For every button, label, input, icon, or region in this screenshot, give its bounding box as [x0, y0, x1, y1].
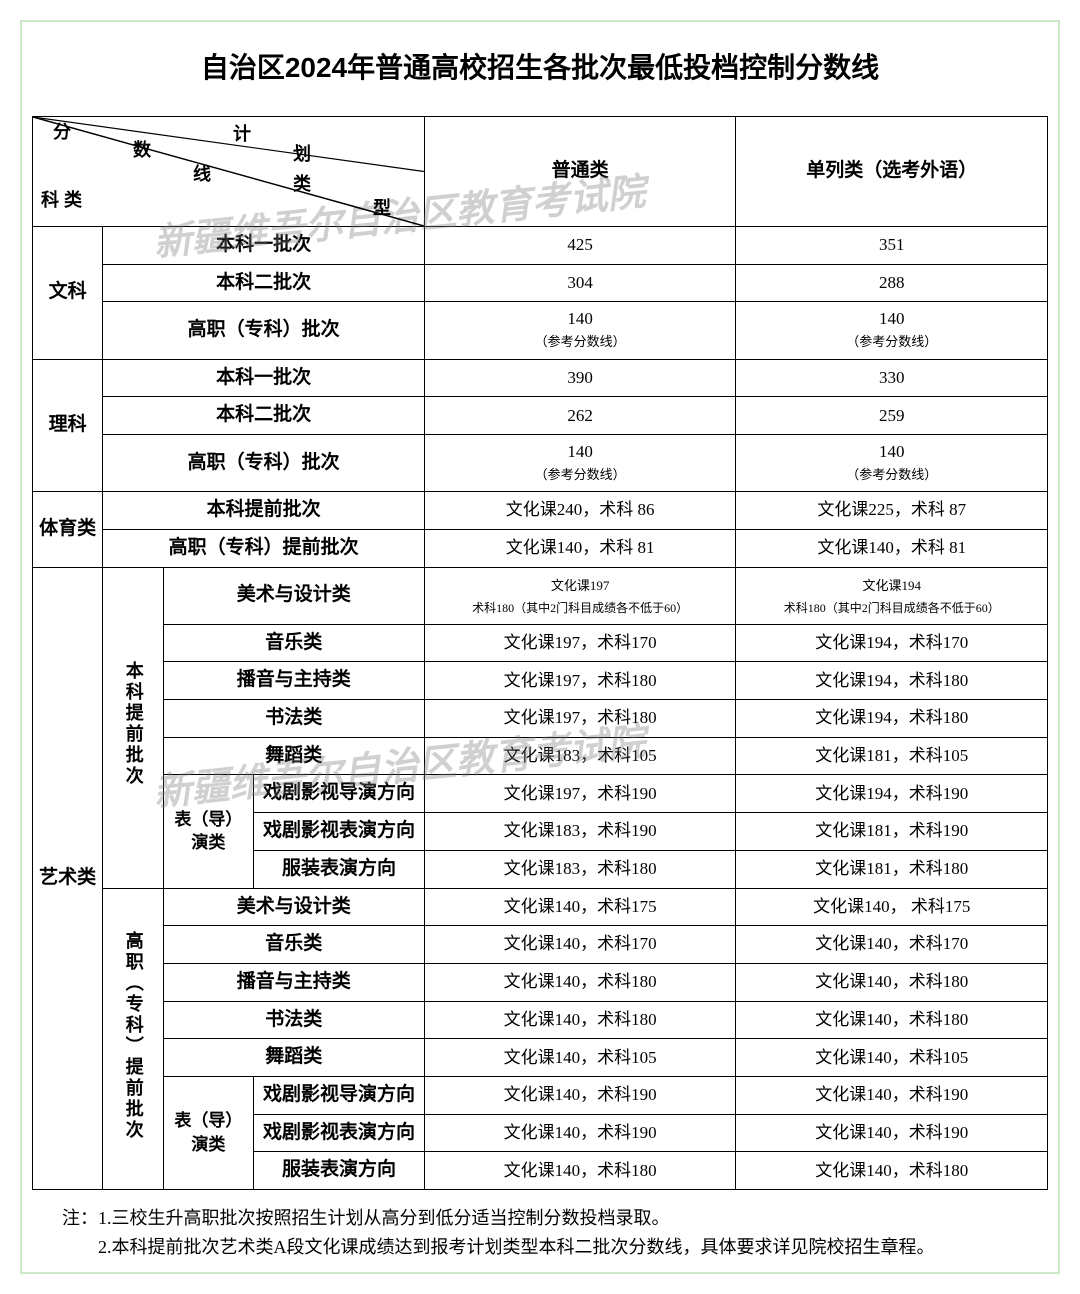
diagonal-header: 分 数 计 划 线 类 型 科 类	[33, 117, 425, 227]
table-row: 本科一批次	[103, 227, 425, 265]
score-table: 分 数 计 划 线 类 型 科 类 普通类 单列类（选考外语） 文科 本科一批次…	[32, 116, 1048, 1190]
bdy-gz-label: 表（导）演类	[163, 1076, 253, 1189]
col-header-foreign: 单列类（选考外语）	[736, 117, 1048, 227]
yishu-label: 艺术类	[33, 567, 103, 1190]
col-header-general: 普通类	[424, 117, 736, 227]
footnotes: 注：1.三校生升高职批次按照招生计划从高分到低分适当控制分数投档录取。 注：2.…	[32, 1204, 1048, 1262]
like-label: 理科	[33, 359, 103, 492]
tiyu-label: 体育类	[33, 492, 103, 567]
bdy-bk-label: 表（导）演类	[163, 775, 253, 888]
wenke-label: 文科	[33, 227, 103, 360]
gz-label: 高职（专科）提前批次	[103, 888, 163, 1190]
bk-label: 本科提前批次	[103, 567, 163, 888]
page-title: 自治区2024年普通高校招生各批次最低投档控制分数线	[32, 46, 1048, 86]
